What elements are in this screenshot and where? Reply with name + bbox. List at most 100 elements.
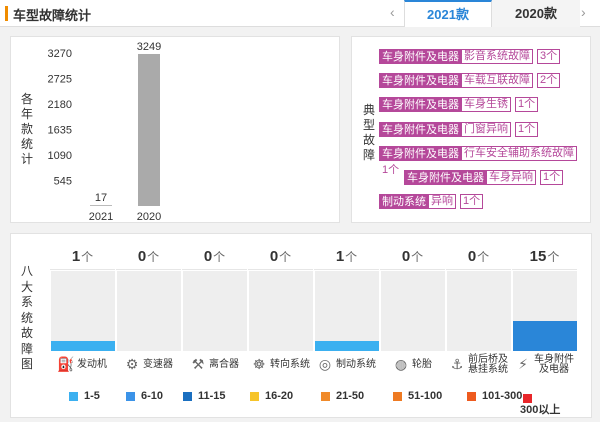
system-fill-bar — [315, 341, 379, 351]
legend-swatch — [321, 391, 330, 401]
fault-tag[interactable]: 制动系统 异响 1个 — [379, 194, 484, 209]
tab-2020[interactable]: 2020款 — [492, 0, 580, 27]
system-column[interactable]: 15个 ⚡ 车身附件 及电器 — [511, 243, 577, 378]
system-column[interactable]: 1个 ⛽ 发动机 — [49, 243, 115, 378]
fault-tag[interactable]: 车身附件及电器 门窗异响 1个 — [379, 122, 539, 137]
legend-item: 300以上 — [520, 390, 578, 416]
system-name: 离合器 — [209, 358, 239, 370]
legend-item: 11-15 — [183, 390, 226, 402]
tab-2021[interactable]: 2021款 — [404, 0, 492, 27]
fault-count: 1个 — [540, 170, 564, 185]
fault-count: 1个 — [515, 97, 539, 112]
fault-category: 车身附件及电器 — [379, 73, 462, 88]
page-title: 车型故障统计 — [13, 8, 92, 23]
title-accent-bar — [5, 6, 8, 21]
system-count-unit: 个 — [147, 250, 160, 264]
system-count-unit: 个 — [547, 250, 560, 264]
system-footer: ⚡ 车身附件 及电器 — [512, 351, 577, 378]
system-fill-bar — [51, 341, 115, 351]
system-count-unit: 个 — [213, 250, 226, 264]
legend-label: 51-100 — [408, 390, 443, 402]
system-column[interactable]: 0个 ◍ 轮胎 — [379, 243, 445, 378]
system-count-value: 0 — [269, 248, 279, 265]
system-footer: ⛽ 发动机 — [50, 351, 115, 378]
prev-arrow-icon[interactable]: ‹ — [390, 4, 395, 20]
system-footer: ⚙ 变速器 — [116, 351, 181, 378]
system-footer: ☸ 转向系统 — [248, 351, 313, 378]
fault-name: 影音系统故障 — [462, 49, 533, 64]
system-count-value: 0 — [401, 248, 411, 265]
x-tick-label: 2021 — [89, 211, 113, 223]
system-column[interactable]: 0个 ☸ 转向系统 — [247, 243, 313, 378]
system-column[interactable]: 0个 ⚓ 前后桥及 悬挂系统 — [445, 243, 511, 378]
fault-count: 1个 — [515, 122, 539, 137]
system-fill-area — [314, 271, 379, 351]
x-tick-label: 2020 — [137, 211, 161, 223]
system-name: 发动机 — [77, 358, 107, 370]
system-name: 轮胎 — [412, 358, 432, 370]
system-count-value: 1 — [335, 248, 345, 265]
legend-label: 21-50 — [336, 390, 365, 402]
legend-swatch — [69, 391, 78, 401]
y-tick-label: 1090 — [48, 150, 72, 162]
system-footer: ⚒ 离合器 — [182, 351, 247, 378]
engine-icon: ⛽ — [57, 356, 75, 372]
fault-name: 车载互联故障 — [462, 73, 533, 88]
next-arrow-icon[interactable]: › — [581, 4, 586, 20]
system-fill-bar — [513, 321, 577, 351]
system-fill-area — [50, 271, 115, 351]
gear-shift-icon: ⚙ — [125, 356, 139, 372]
system-count-value: 0 — [467, 248, 477, 265]
fault-count: 1个 — [460, 194, 484, 209]
system-count: 0个 — [446, 243, 511, 270]
system-count: 15个 — [512, 243, 577, 270]
legend-label: 11-15 — [198, 390, 226, 402]
system-column[interactable]: 1个 ◎ 制动系统 — [313, 243, 379, 378]
legend-item: 16-20 — [250, 390, 293, 402]
fault-tag[interactable]: 车身附件及电器 车载互联故障 2个 — [379, 73, 561, 88]
legend-label: 300以上 — [520, 404, 561, 416]
fault-category: 车身附件及电器 — [404, 170, 487, 185]
system-count-unit: 个 — [81, 250, 94, 264]
y-tick-label: 2725 — [48, 74, 72, 86]
fault-category: 车身附件及电器 — [379, 97, 462, 112]
legend-item: 1-5 — [69, 390, 100, 402]
fault-category: 制动系统 — [379, 194, 429, 209]
bar — [138, 53, 160, 206]
system-name: 变速器 — [143, 358, 173, 370]
fault-tag[interactable]: 车身附件及电器 行车安全辅助系统故障 — [379, 146, 577, 161]
legend-swatch — [250, 391, 259, 401]
tire-icon: ◍ — [394, 356, 408, 372]
legend-item: 6-10 — [126, 390, 163, 402]
clutch-icon: ⚒ — [191, 356, 205, 372]
fault-category: 车身附件及电器 — [379, 146, 462, 161]
system-name: 前后桥及 悬挂系统 — [468, 353, 508, 375]
fault-count: 2个 — [537, 73, 561, 88]
system-count-value: 0 — [137, 248, 147, 265]
brake-icon: ◎ — [318, 356, 332, 372]
fault-count: 1个 — [382, 164, 400, 176]
system-name: 制动系统 — [336, 358, 376, 370]
system-column[interactable]: 0个 ⚒ 离合器 — [181, 243, 247, 378]
year-bar-chart: 545 1090 1635 2180 2725 3270 17 2021 3249 2020 — [48, 41, 162, 223]
system-footer: ◎ 制动系统 — [314, 351, 379, 378]
system-count-unit: 个 — [477, 250, 490, 264]
system-fill-area — [116, 271, 181, 351]
fault-category: 车身附件及电器 — [379, 122, 462, 137]
eight-systems-panel: 八大系统故障图 1个 ⛽ 发动机 0个 ⚙ 变速器 0个 ⚒ 离合器 0个 ☸ 转向系统 1个 ◎ 制动系统… — [10, 233, 592, 418]
fault-tag[interactable]: 车身附件及电器 车身生锈 1个 — [379, 97, 539, 112]
legend-item: 21-50 — [321, 390, 364, 402]
legend-swatch — [467, 391, 476, 401]
fault-tag[interactable]: 车身附件及电器 车身异响 1个 — [404, 170, 564, 185]
system-count-unit: 个 — [345, 250, 358, 264]
system-count: 1个 — [314, 243, 379, 270]
system-count-value: 0 — [203, 248, 213, 265]
fault-tag[interactable]: 车身附件及电器 影音系统故障 3个 — [379, 49, 561, 64]
system-name: 车身附件 及电器 — [534, 353, 574, 375]
system-column[interactable]: 0个 ⚙ 变速器 — [115, 243, 181, 378]
suspension-icon: ⚓ — [450, 356, 464, 372]
fault-name: 车身生锈 — [462, 97, 511, 112]
fault-count: 3个 — [537, 49, 561, 64]
system-fill-area — [512, 271, 577, 351]
faults-label: 典型故障 — [362, 103, 375, 162]
